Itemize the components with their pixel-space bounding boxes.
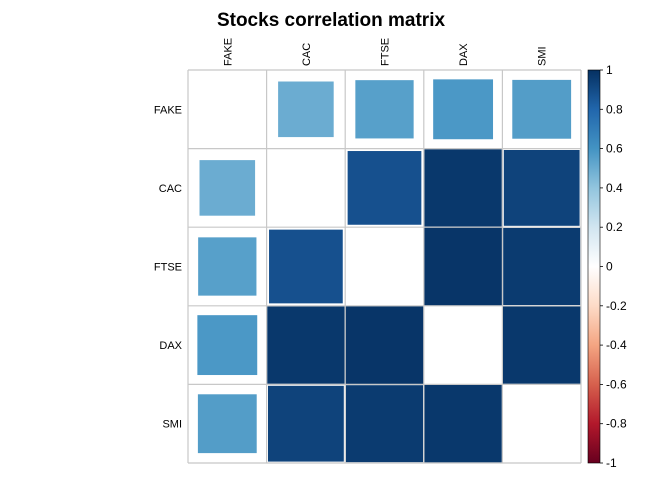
cell-cac-dax (424, 149, 502, 227)
cell-smi-dax (424, 384, 502, 463)
cell-cac-fake (199, 160, 256, 216)
row-label: DAX (159, 340, 182, 352)
row-label: FAKE (154, 104, 182, 116)
cell-ftse-dax (424, 227, 502, 306)
cell-cac-ftse (347, 151, 422, 225)
colorbar-tick-label: -0.4 (606, 338, 627, 352)
column-label: FAKE (222, 38, 234, 66)
row-label: CAC (159, 183, 182, 195)
cell-fake-ftse (355, 80, 414, 139)
cell-ftse-fake (198, 237, 257, 296)
colorbar-tick-label: 0.2 (606, 220, 623, 234)
colorbar-gradient (587, 69, 601, 464)
column-label: CAC (301, 43, 313, 66)
column-label: DAX (458, 43, 470, 66)
column-label: FTSE (380, 38, 392, 66)
colorbar-tick-label: 0.8 (606, 102, 623, 116)
cell-smi-fake (197, 394, 257, 454)
cell-fake-dax (433, 79, 494, 140)
cell-dax-smi (502, 306, 581, 384)
chart-title: Stocks correlation matrix (217, 10, 446, 31)
colorbar-tick-label: -0.8 (606, 417, 627, 431)
colorbar-tick-label: 0.6 (606, 142, 623, 156)
colorbar: 1 0.8 0.6 0.4 0.2 0 -0.2 -0.4 -0.6 -0.8 -1 (587, 63, 627, 470)
cell-smi-ftse (345, 385, 423, 463)
row-label: SMI (162, 419, 182, 431)
colorbar-tick-label: 1 (606, 63, 613, 77)
cell-ftse-cac (269, 229, 343, 304)
row-label: FTSE (154, 262, 182, 274)
cell-fake-cac (278, 81, 334, 138)
colorbar-tick-label: -1 (606, 456, 617, 470)
cell-dax-fake (197, 315, 258, 376)
row-labels: FAKE CAC FTSE DAX SMI (154, 104, 183, 430)
cells-group (197, 79, 581, 463)
cell-fake-smi (512, 79, 572, 139)
grid-lines (187, 69, 582, 464)
cell-dax-cac (267, 306, 345, 384)
cell-dax-ftse (345, 306, 424, 384)
cell-ftse-smi (503, 227, 581, 305)
colorbar-tick-label: 0 (606, 260, 613, 274)
cell-smi-cac (268, 385, 344, 462)
cell-cac-smi (503, 150, 580, 226)
colorbar-tick-label: -0.2 (606, 299, 627, 313)
column-label: SMI (537, 46, 549, 66)
colorbar-tick-label: -0.6 (606, 377, 627, 391)
colorbar-tick-label: 0.4 (606, 181, 623, 195)
column-labels: FAKE CAC FTSE DAX SMI (222, 38, 548, 66)
